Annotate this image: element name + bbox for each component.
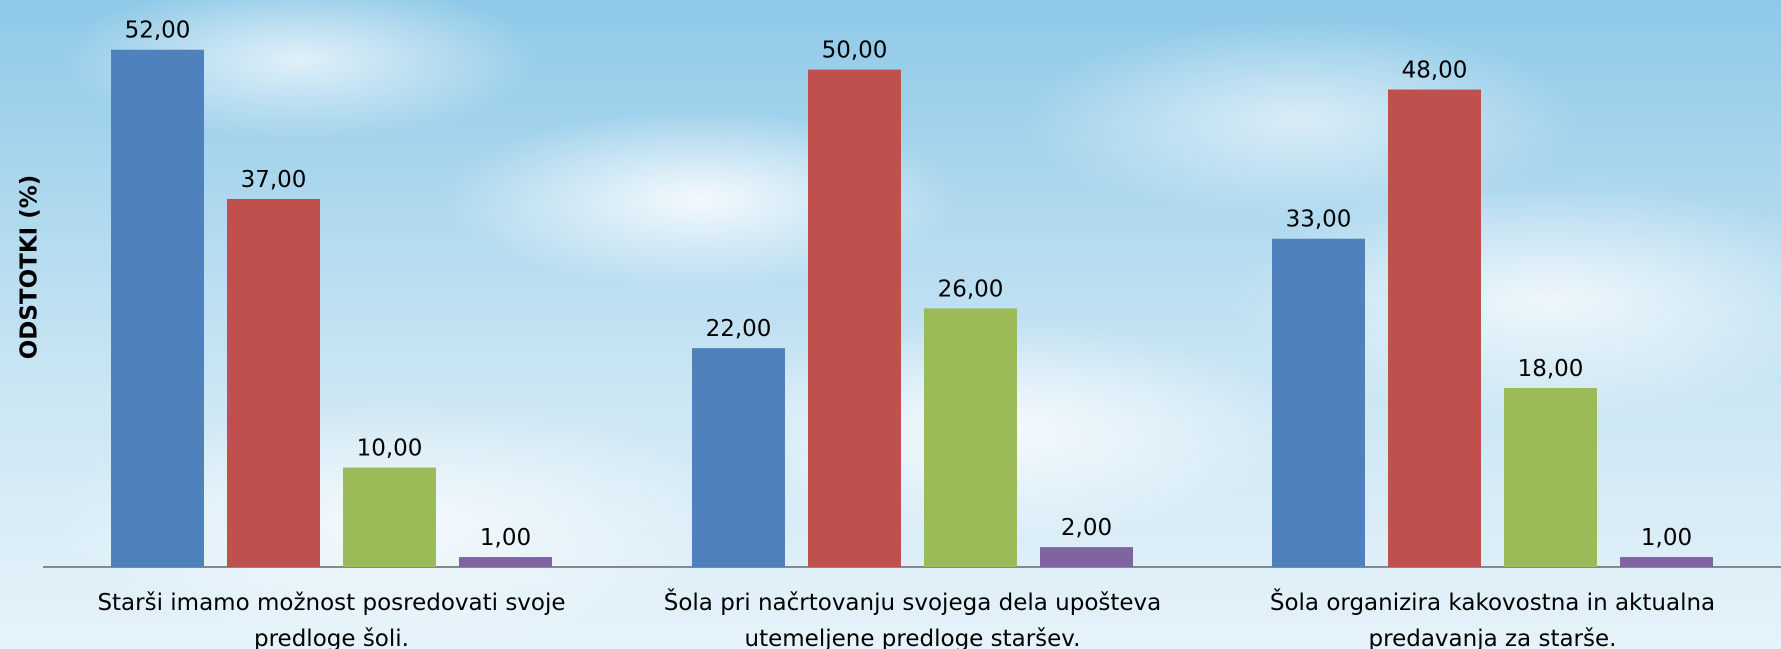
value-label: 1,00 (480, 525, 531, 551)
value-label: 26,00 (938, 276, 1004, 302)
bar (808, 70, 901, 567)
value-label: 1,00 (1641, 525, 1692, 551)
value-label: 10,00 (357, 436, 423, 462)
bar (1272, 239, 1365, 567)
bar (227, 199, 320, 567)
value-label: 37,00 (241, 167, 307, 193)
value-label: 33,00 (1286, 207, 1352, 233)
chart: ODSTOTKI (%) 52,00 37,00 10,00 1,00 22,00 50,… (0, 0, 1781, 649)
x-tick-label: Šola pri načrtovanju svojega dela upošte… (633, 585, 1193, 649)
bar (111, 50, 204, 567)
value-label: 22,00 (706, 316, 772, 342)
value-label: 50,00 (822, 38, 888, 64)
value-label: 2,00 (1061, 515, 1112, 541)
value-label: 18,00 (1518, 356, 1584, 382)
value-label: 52,00 (125, 18, 191, 44)
bar (924, 308, 1017, 567)
bar (459, 557, 552, 567)
bar (1620, 557, 1713, 567)
y-axis-label: ODSTOTKI (%) (17, 175, 43, 360)
bar (1388, 90, 1481, 567)
x-tick-label: Šola organizira kakovostna in aktualna p… (1213, 585, 1773, 649)
x-tick-label: Starši imamo možnost posredovati svoje p… (52, 585, 612, 649)
bar (343, 468, 436, 567)
bar (1504, 388, 1597, 567)
bar (692, 348, 785, 567)
value-label: 48,00 (1402, 58, 1468, 84)
plot: ODSTOTKI (%) 52,00 37,00 10,00 1,00 22,00 50,… (0, 0, 1781, 649)
bar (1040, 547, 1133, 567)
